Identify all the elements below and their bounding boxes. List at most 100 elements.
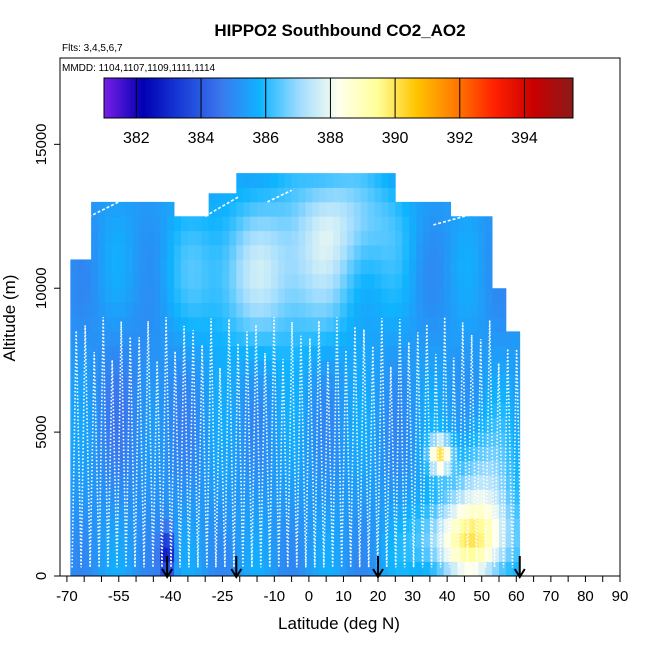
- heat-cell: [333, 216, 341, 232]
- heat-cell: [77, 288, 85, 304]
- heat-cell: [222, 302, 230, 318]
- heat-cell: [436, 475, 445, 491]
- heat-cell: [243, 532, 251, 548]
- heat-cell: [77, 561, 85, 577]
- heat-cell: [360, 173, 369, 188]
- heat-cell: [374, 245, 382, 260]
- heat-cell: [298, 475, 306, 491]
- y-tick-label: 15000: [33, 123, 50, 165]
- heat-cell: [153, 245, 161, 260]
- heat-cell: [194, 475, 203, 491]
- heat-cell: [374, 345, 382, 361]
- heat-cell: [499, 547, 507, 563]
- flight-marker-arrowhead: [161, 568, 174, 579]
- heat-cell: [91, 561, 99, 577]
- heat-cell: [340, 561, 348, 577]
- heat-cell: [346, 360, 355, 375]
- heat-cell: [333, 245, 341, 260]
- heat-cell: [208, 230, 216, 246]
- heat-cell: [277, 388, 286, 404]
- heat-cell: [263, 360, 272, 375]
- heat-cell: [492, 302, 500, 318]
- heat-cell: [194, 518, 203, 534]
- heat-cell: [291, 288, 299, 304]
- heat-cell: [478, 561, 486, 577]
- heat-cell: [409, 388, 417, 404]
- heat-cell: [284, 360, 292, 375]
- heat-cell: [187, 288, 196, 304]
- heat-cell: [229, 302, 237, 318]
- heat-cell: [153, 489, 161, 505]
- heat-cell: [201, 460, 210, 476]
- heat-cell: [333, 173, 341, 188]
- heat-cell: [381, 360, 389, 375]
- heat-cell: [340, 245, 348, 260]
- heat-cell: [464, 374, 472, 390]
- heat-cell: [125, 475, 133, 491]
- heat-cell: [367, 374, 375, 390]
- heat-cell: [298, 216, 306, 232]
- heat-cell: [111, 345, 120, 361]
- heat-cell: [263, 403, 272, 419]
- heat-cell: [229, 345, 237, 361]
- heat-cell: [208, 317, 216, 332]
- heat-cell: [492, 417, 500, 433]
- heat-cell: [160, 561, 168, 577]
- heat-cell: [312, 388, 320, 404]
- heat-cell: [402, 288, 410, 304]
- heat-cell: [409, 460, 417, 476]
- heat-cell: [298, 561, 306, 577]
- heat-cell: [340, 173, 348, 188]
- heat-cell: [291, 245, 299, 260]
- heat-cell: [215, 547, 223, 563]
- heat-cell: [388, 345, 396, 361]
- heat-cell: [277, 331, 286, 347]
- heat-cell: [222, 259, 230, 275]
- heat-cell: [429, 388, 438, 404]
- heat-cell: [243, 245, 251, 260]
- flight-track: [71, 316, 523, 568]
- heat-cell: [84, 417, 92, 433]
- heat-cell: [98, 288, 106, 304]
- heat-cell: [326, 489, 334, 505]
- heat-cell: [270, 561, 279, 577]
- heat-cell: [457, 504, 465, 519]
- heat-cell: [153, 417, 161, 433]
- heat-cell: [111, 417, 120, 433]
- x-tick-label: -70: [56, 588, 78, 605]
- heat-cell: [236, 187, 244, 203]
- heat-cell: [118, 518, 127, 534]
- heat-cell: [374, 388, 382, 404]
- heat-cell: [312, 245, 320, 260]
- heat-cell: [346, 317, 355, 332]
- heat-cell: [98, 532, 106, 548]
- heat-cell: [270, 201, 279, 217]
- heat-cell: [381, 187, 389, 203]
- heat-cell: [215, 446, 223, 462]
- heat-cell: [374, 201, 382, 217]
- heat-cell: [174, 245, 182, 260]
- heat-cell: [422, 518, 431, 534]
- heat-cell: [346, 201, 355, 217]
- heat-cell: [333, 288, 341, 304]
- heat-cell: [298, 547, 306, 563]
- heat-cell: [492, 475, 500, 491]
- heat-cell: [505, 518, 514, 534]
- heat-cell: [111, 245, 120, 260]
- heat-cell: [236, 403, 244, 419]
- heat-cell: [381, 561, 389, 577]
- heat-cell: [312, 302, 320, 318]
- heat-cell: [464, 230, 472, 246]
- heat-cell: [222, 403, 230, 419]
- heat-cell: [77, 504, 85, 519]
- heat-cell: [429, 532, 438, 548]
- heat-cell: [118, 460, 127, 476]
- heat-cell: [70, 360, 78, 375]
- heat-cell: [222, 374, 230, 390]
- heat-cell: [98, 273, 106, 289]
- heat-cell: [125, 446, 133, 462]
- heat-cell: [450, 230, 458, 246]
- heat-cell: [243, 273, 251, 289]
- heat-cell: [229, 360, 237, 375]
- heat-cell: [160, 302, 168, 318]
